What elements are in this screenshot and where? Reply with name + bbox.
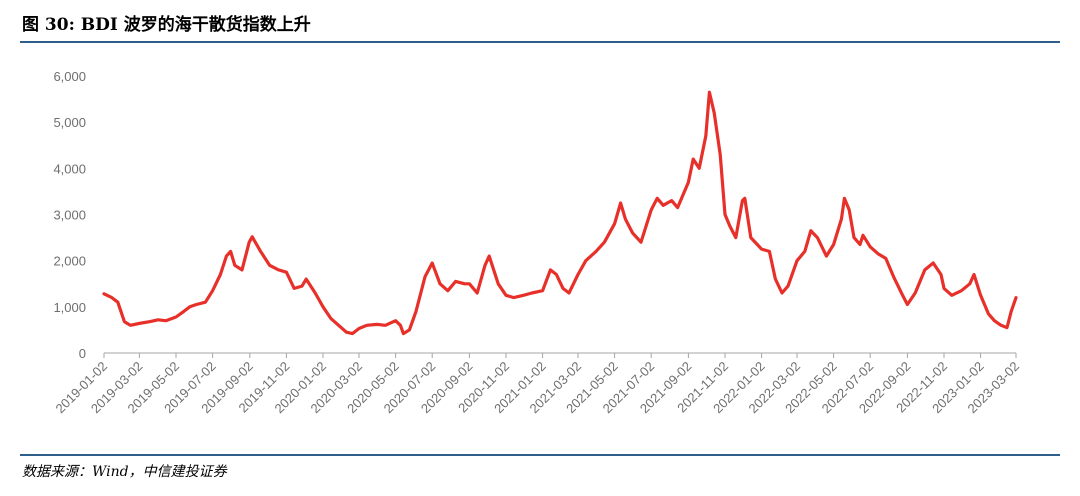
y-tick-label: 6,000 xyxy=(53,69,86,84)
y-tick-label: 1,000 xyxy=(53,300,86,315)
figure-title: 图 30: BDI 波罗的海干散货指数上升 xyxy=(22,15,311,35)
bdi-series-line xyxy=(102,90,1018,336)
y-axis-ticks: 0 1,000 2,000 3,000 4,000 5,000 6,000 xyxy=(53,69,86,361)
y-tick-label: 3,000 xyxy=(53,208,86,223)
title-rule xyxy=(20,41,1060,43)
source-rule xyxy=(20,454,1060,456)
y-tick-label: 5,000 xyxy=(53,115,86,130)
y-tick-label: 2,000 xyxy=(53,254,86,269)
y-tick-label: 4,000 xyxy=(53,161,86,176)
source-note: 数据来源：Wind，中信建投证券 xyxy=(22,464,227,480)
series-layer xyxy=(102,90,1018,336)
y-tick-label: 0 xyxy=(79,346,86,361)
x-axis-ticks: 2019-01-022019-03-022019-05-022019-07-02… xyxy=(52,353,1022,416)
